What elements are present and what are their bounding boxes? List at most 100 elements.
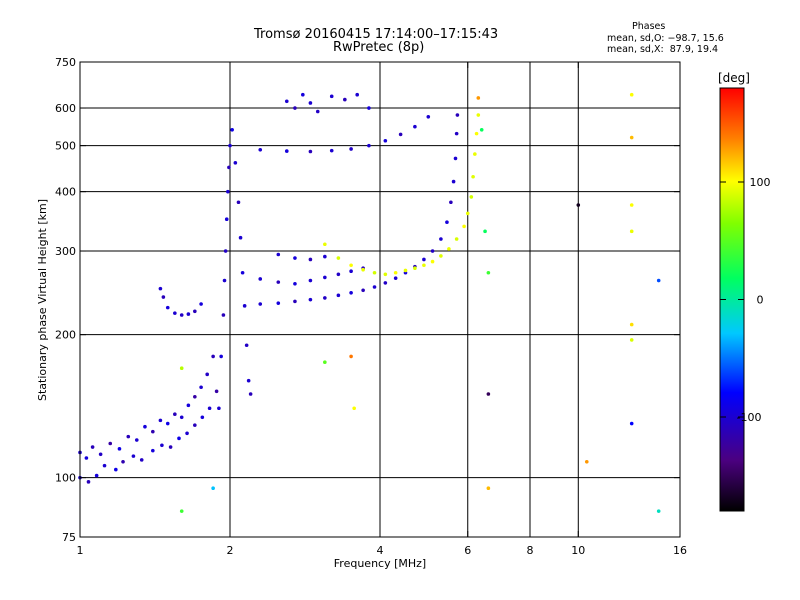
data-point xyxy=(258,277,263,281)
data-point xyxy=(323,296,327,300)
data-point xyxy=(367,106,371,110)
data-point xyxy=(336,256,341,260)
data-point xyxy=(323,360,327,365)
data-point xyxy=(160,443,164,448)
data-point xyxy=(486,392,491,396)
data-point xyxy=(236,200,241,205)
data-point xyxy=(336,272,341,277)
data-point xyxy=(173,311,177,315)
data-point xyxy=(228,143,232,148)
data-point xyxy=(462,224,466,229)
colorbar-ticks: 100 0 -100 xyxy=(720,176,771,424)
data-point xyxy=(308,149,313,154)
data-point xyxy=(217,406,221,411)
data-point xyxy=(214,389,219,394)
data-point xyxy=(343,97,347,102)
data-point xyxy=(221,313,226,317)
data-point xyxy=(258,302,263,306)
data-point xyxy=(158,286,163,291)
x-tick-label: 16 xyxy=(673,544,687,557)
data-point xyxy=(222,278,227,283)
data-point xyxy=(479,127,484,132)
data-point xyxy=(179,415,184,420)
data-point xyxy=(139,458,144,462)
data-point xyxy=(349,354,353,359)
data-point xyxy=(474,131,479,136)
data-point xyxy=(207,406,212,411)
data-point xyxy=(439,254,443,258)
data-point xyxy=(454,131,459,136)
data-point xyxy=(453,156,458,161)
data-point xyxy=(193,309,197,314)
data-point xyxy=(177,436,181,441)
chart-subtitle: RwPretec (8p) xyxy=(333,40,425,55)
data-point xyxy=(430,249,435,253)
data-point xyxy=(439,237,443,241)
data-point xyxy=(473,152,477,156)
data-point xyxy=(168,445,173,449)
data-point xyxy=(276,301,281,305)
y-axis-label: Stationary phase Virtual Height [km] xyxy=(36,199,49,401)
data-point xyxy=(367,143,371,148)
data-point xyxy=(361,288,365,293)
data-point xyxy=(284,99,289,104)
phases-title: Phases xyxy=(632,21,666,32)
y-tick-label: 100 xyxy=(55,472,76,485)
data-point xyxy=(117,447,122,451)
data-point xyxy=(244,343,249,348)
y-tick-label: 300 xyxy=(55,245,76,258)
data-point xyxy=(451,179,456,184)
data-point xyxy=(211,486,215,491)
data-point xyxy=(179,313,184,317)
data-point xyxy=(629,92,634,97)
colorbar-tick-label: -100 xyxy=(737,411,762,424)
data-point xyxy=(185,431,189,436)
data-point xyxy=(454,237,459,241)
data-point xyxy=(629,203,634,207)
data-point xyxy=(308,297,313,302)
data-point xyxy=(349,269,353,274)
data-point xyxy=(179,366,184,370)
data-point xyxy=(349,291,353,295)
data-point xyxy=(422,257,426,262)
data-point xyxy=(223,249,228,253)
data-point xyxy=(90,445,95,449)
data-point xyxy=(469,195,474,199)
data-point xyxy=(258,148,263,152)
data-point xyxy=(143,424,147,429)
axis-ticks: 1 2 4 6 8 10 16 75 100 200 300 400 500 600 750 xyxy=(55,56,687,557)
colorbar-tick-label: 0 xyxy=(757,294,764,307)
data-point xyxy=(131,454,136,458)
data-point xyxy=(629,229,634,234)
y-tick-label: 500 xyxy=(55,140,76,153)
data-point xyxy=(323,242,327,247)
data-point xyxy=(426,115,431,119)
data-point xyxy=(430,259,435,264)
colorbar-tick-label: 100 xyxy=(750,176,771,189)
data-point xyxy=(629,322,634,327)
data-point xyxy=(308,101,313,105)
data-point xyxy=(329,94,334,99)
data-point xyxy=(293,256,297,260)
data-point xyxy=(114,467,118,472)
data-point xyxy=(349,147,353,151)
data-point xyxy=(193,423,197,427)
data-point xyxy=(193,394,197,399)
data-point xyxy=(476,96,481,100)
chart-title: Tromsø 20160415 17:14:00–17:15:43 xyxy=(254,27,499,42)
data-point xyxy=(165,421,170,426)
y-tick-label: 200 xyxy=(55,329,76,342)
data-point xyxy=(165,305,170,310)
data-point xyxy=(383,272,388,277)
data-point xyxy=(352,406,356,411)
data-point xyxy=(656,509,661,513)
data-point xyxy=(449,200,453,205)
data-point xyxy=(403,268,408,273)
data-point xyxy=(349,263,353,268)
phases-line-x: mean, sd,X: 87.9, 19.4 xyxy=(607,44,719,55)
y-tick-label: 750 xyxy=(55,56,76,69)
data-point xyxy=(447,247,451,251)
data-point xyxy=(158,418,163,423)
data-point xyxy=(372,270,377,275)
data-point xyxy=(576,203,581,207)
